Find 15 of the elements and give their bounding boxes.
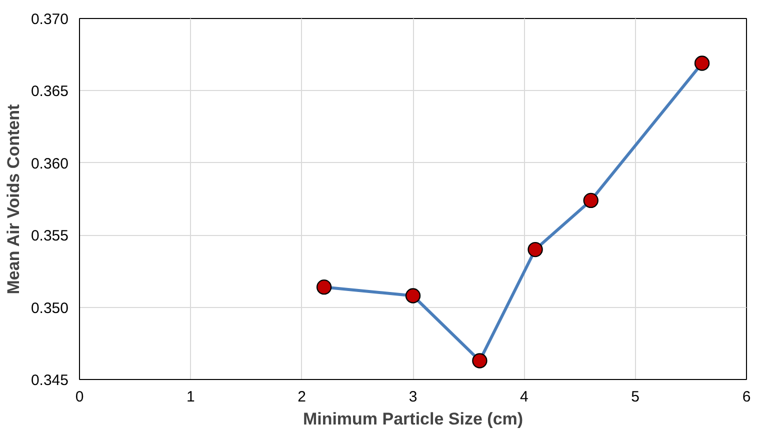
y-tick-label: 0.350 xyxy=(30,300,69,317)
y-tick-label: 0.355 xyxy=(30,228,69,245)
y-tick-label: 0.370 xyxy=(30,11,69,28)
x-axis-title: Minimum Particle Size (cm) xyxy=(302,410,524,428)
x-tick-label: 3 xyxy=(408,388,418,406)
y-tick-label: 0.345 xyxy=(30,372,69,389)
x-tick-label: 4 xyxy=(520,388,528,406)
x-tick-label: 5 xyxy=(631,388,640,406)
y-tick-label: 0.365 xyxy=(30,83,69,100)
x-tick-label: 6 xyxy=(742,388,751,406)
y-tick-label: 0.360 xyxy=(30,155,69,172)
x-tick-label: 0 xyxy=(75,388,84,406)
x-tick-label: 1 xyxy=(186,388,195,406)
y-axis-title: Mean Air Voids Content xyxy=(4,104,23,294)
x-tick-label: 2 xyxy=(298,388,306,406)
